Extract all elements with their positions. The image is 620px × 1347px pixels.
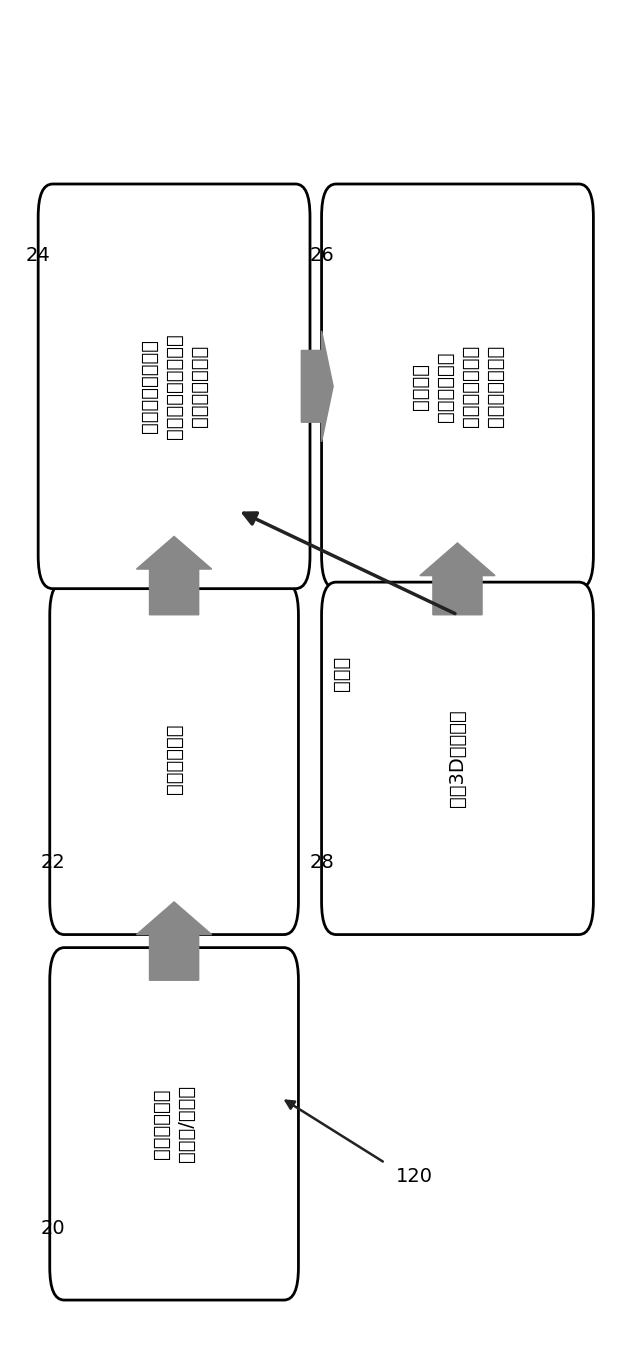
FancyArrow shape xyxy=(136,902,211,981)
Text: 26: 26 xyxy=(309,247,334,265)
Text: 进行监督机器学习
（例如，随机森林、
深度神经网络）: 进行监督机器学习 （例如，随机森林、 深度神经网络） xyxy=(140,334,208,439)
Text: 120: 120 xyxy=(396,1167,433,1185)
FancyBboxPatch shape xyxy=(322,185,593,589)
Text: 相的3D几何结构: 相的3D几何结构 xyxy=(448,710,467,807)
FancyBboxPatch shape xyxy=(50,582,298,935)
Text: 可选的：
在数据空间中
使用人工智能，
以识别地层模式: 可选的： 在数据空间中 使用人工智能， 以识别地层模式 xyxy=(410,345,505,427)
FancyBboxPatch shape xyxy=(50,948,298,1300)
Text: 24: 24 xyxy=(26,247,51,265)
Text: 输入地震图像
（叠后/叠前）: 输入地震图像 （叠后/叠前） xyxy=(152,1086,196,1162)
Text: 22: 22 xyxy=(40,853,65,873)
FancyArrow shape xyxy=(136,536,211,614)
FancyBboxPatch shape xyxy=(322,582,593,935)
Text: 可选的: 可选的 xyxy=(332,656,352,691)
Text: 28: 28 xyxy=(309,853,334,873)
Text: 20: 20 xyxy=(40,1219,65,1238)
FancyArrow shape xyxy=(301,331,333,442)
Text: 还输入相标签: 还输入相标签 xyxy=(164,723,184,793)
FancyArrow shape xyxy=(420,543,495,614)
FancyBboxPatch shape xyxy=(38,185,310,589)
